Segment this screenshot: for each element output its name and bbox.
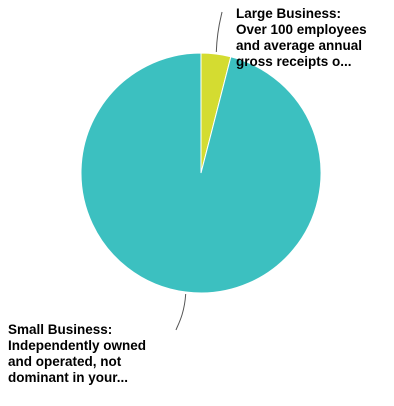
slice-label-large-business: Large Business: Over 100 employees and a… (236, 6, 367, 69)
leader-line-large-business (215, 11, 223, 53)
leader-line-small-business (175, 293, 187, 331)
pie-slice-1 (80, 52, 322, 294)
slice-label-small-business: Small Business: Independently owned and … (8, 322, 147, 385)
